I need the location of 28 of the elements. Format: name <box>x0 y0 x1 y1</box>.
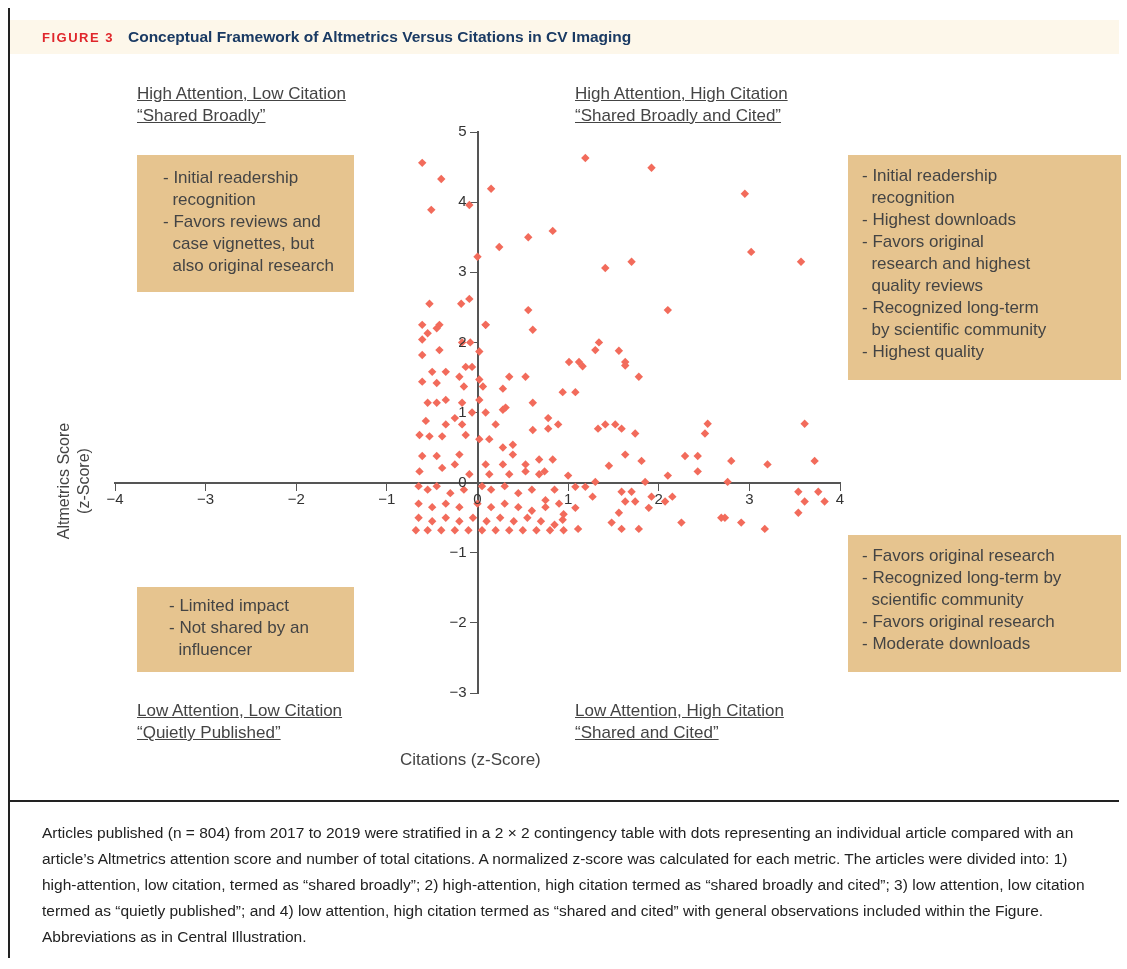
x-tick-label: 2 <box>654 490 663 508</box>
x-tick-label: 1 <box>563 490 573 508</box>
x-tick-label: −1 <box>378 490 396 508</box>
text: Low Attention, Low Citation “Quietly Published” <box>137 700 343 744</box>
y-tick-label: −2 <box>449 613 467 631</box>
note-box: - Initial readership recognition - Highest downloads - Favors original research and highest quality reviews - Recognized long-term by scientific community - Highest quality <box>848 155 1121 380</box>
caption: FIGURE 3 <box>42 29 114 45</box>
text: Articles published (n = 804) from 2017 to 2019 were stratified in a 2 × 2 contingency table with dots representing an individual article compared with an article’s Altmetrics attention score and number of total citations. A normalized z-score was calculated for each metric. The articles were divided into: 1) high-attention, low citation, termed as “shared broadly”; 2) high-attention, high citation termed as “shared broadly and cited”; 3) low attention, low citation termed as “quietly published”; and 4) low attention, high citation termed as “shared and cited” with general observations included within the Figure. Abbreviations as in Central Illustration. <box>42 823 1086 947</box>
x-tick-label: −3 <box>197 490 215 508</box>
text: High Attention, Low Citation “Shared Broadly” <box>137 83 346 127</box>
y-tick-label: −1 <box>449 542 467 560</box>
chart-title: Conceptual Framework of Altmetrics Versus Citations in CV Imaging <box>127 28 632 46</box>
y-axis-title: Altmetrics Score (z-Score) <box>54 421 93 542</box>
y-tick-label: 5 <box>458 122 467 140</box>
x-tick-label: −4 <box>106 490 124 508</box>
x-tick-label: 3 <box>745 490 754 508</box>
y-tick-label: 3 <box>458 262 467 280</box>
text: High Attention, High Citation “Shared Broadly and Cited” <box>575 83 788 127</box>
note-box: - Favors original research - Recognized long-term by scientific community - Favors original research - Moderate downloads <box>848 535 1121 672</box>
y-tick-label: −3 <box>449 683 467 701</box>
note-box: - Limited impact - Not shared by an influencer <box>137 587 354 672</box>
note-box: - Initial readership recognition - Favors reviews and case vignettes, but also original research <box>137 155 354 292</box>
x-axis-title: Citations (z-Score) <box>400 750 541 770</box>
y-tick-label: 1 <box>458 402 467 420</box>
x-tick-label: −2 <box>287 490 305 508</box>
y-tick-label: 4 <box>458 192 467 210</box>
x-tick-label: 4 <box>835 490 845 508</box>
text: Low Attention, High Citation “Shared and Cited” <box>575 700 784 744</box>
